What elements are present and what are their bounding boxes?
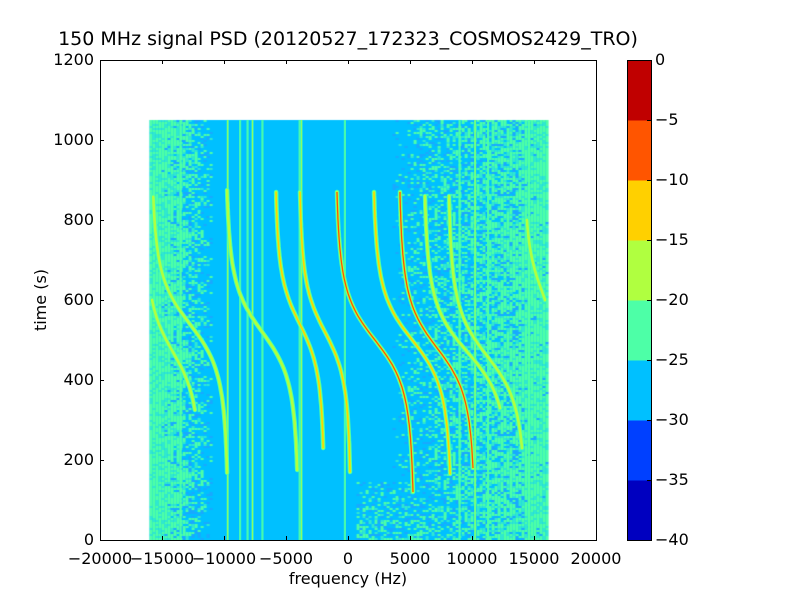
- doppler-track: [334, 189, 416, 495]
- track-body: [225, 188, 299, 472]
- doppler-track: [149, 297, 198, 413]
- colorbar-band: [627, 180, 651, 241]
- track-body: [150, 298, 197, 412]
- x-axis-label: frequency (Hz): [289, 569, 407, 588]
- colorbar-band: [627, 60, 651, 121]
- doppler-track: [151, 194, 230, 476]
- doppler-track: [224, 187, 300, 473]
- y-tick-label: 400: [63, 370, 94, 389]
- x-tick-label: 5000: [390, 549, 431, 568]
- colorbar-tick-label: −15: [655, 230, 689, 249]
- colorbar-tick-label: −25: [655, 350, 689, 369]
- doppler-track: [446, 193, 525, 451]
- colorbar-tick-label: 0: [655, 50, 665, 69]
- track-core: [373, 191, 451, 475]
- doppler-track: [273, 189, 326, 451]
- x-tick-label: −5000: [259, 549, 313, 568]
- track-core: [336, 191, 414, 493]
- y-tick-label: 1000: [53, 130, 94, 149]
- x-tick-label: 20000: [571, 549, 622, 568]
- colorbar-tick-label: −5: [655, 110, 679, 129]
- colorbar-band: [627, 300, 651, 361]
- x-tick-label: 0: [343, 549, 353, 568]
- colorbar-tick-label: −10: [655, 170, 689, 189]
- doppler-track: [397, 189, 476, 471]
- chart-title: 150 MHz signal PSD (20120527_172323_COSM…: [58, 28, 638, 50]
- x-tick-label: −20000: [68, 549, 132, 568]
- track-core: [299, 191, 351, 473]
- y-tick-label: 800: [63, 210, 94, 229]
- y-tick-label: 1200: [53, 50, 94, 69]
- y-tick-label: 200: [63, 450, 94, 469]
- y-axis-label: time (s): [31, 269, 50, 331]
- x-tick-label: −10000: [192, 549, 256, 568]
- doppler-track: [297, 189, 353, 475]
- colorbar-tick-label: −35: [655, 470, 689, 489]
- track-body: [423, 194, 502, 410]
- x-tick-label: −15000: [130, 549, 194, 568]
- x-tick-label: 15000: [509, 549, 560, 568]
- colorbar-band: [627, 240, 651, 301]
- track-core: [275, 191, 324, 449]
- track-core: [526, 219, 546, 301]
- colorbar-tick-label: −20: [655, 290, 689, 309]
- y-tick-label: 0: [84, 530, 94, 549]
- doppler-tracks: [149, 120, 548, 540]
- colorbar-band: [627, 120, 651, 181]
- x-tick-label: 10000: [447, 549, 498, 568]
- colorbar-frame: [627, 60, 652, 541]
- colorbar-tick-label: −30: [655, 410, 689, 429]
- doppler-track: [422, 193, 503, 411]
- doppler-track: [371, 189, 453, 477]
- colorbar-tick-label: −40: [655, 530, 689, 549]
- track-body: [447, 194, 524, 450]
- track-core: [152, 196, 228, 473]
- axes: −20000−15000−10000 −5000 0 5000 10000 15000 20…: [53, 50, 621, 568]
- doppler-track: [524, 217, 548, 303]
- y-tick-label: 600: [63, 290, 94, 309]
- colorbar-band: [627, 480, 651, 541]
- track-core: [399, 192, 474, 469]
- colorbar-band: [627, 360, 651, 421]
- colorbar: −40 −35 −30 −25 −20 −15 −10 −5 0: [627, 50, 689, 549]
- colorbar-band: [627, 420, 651, 481]
